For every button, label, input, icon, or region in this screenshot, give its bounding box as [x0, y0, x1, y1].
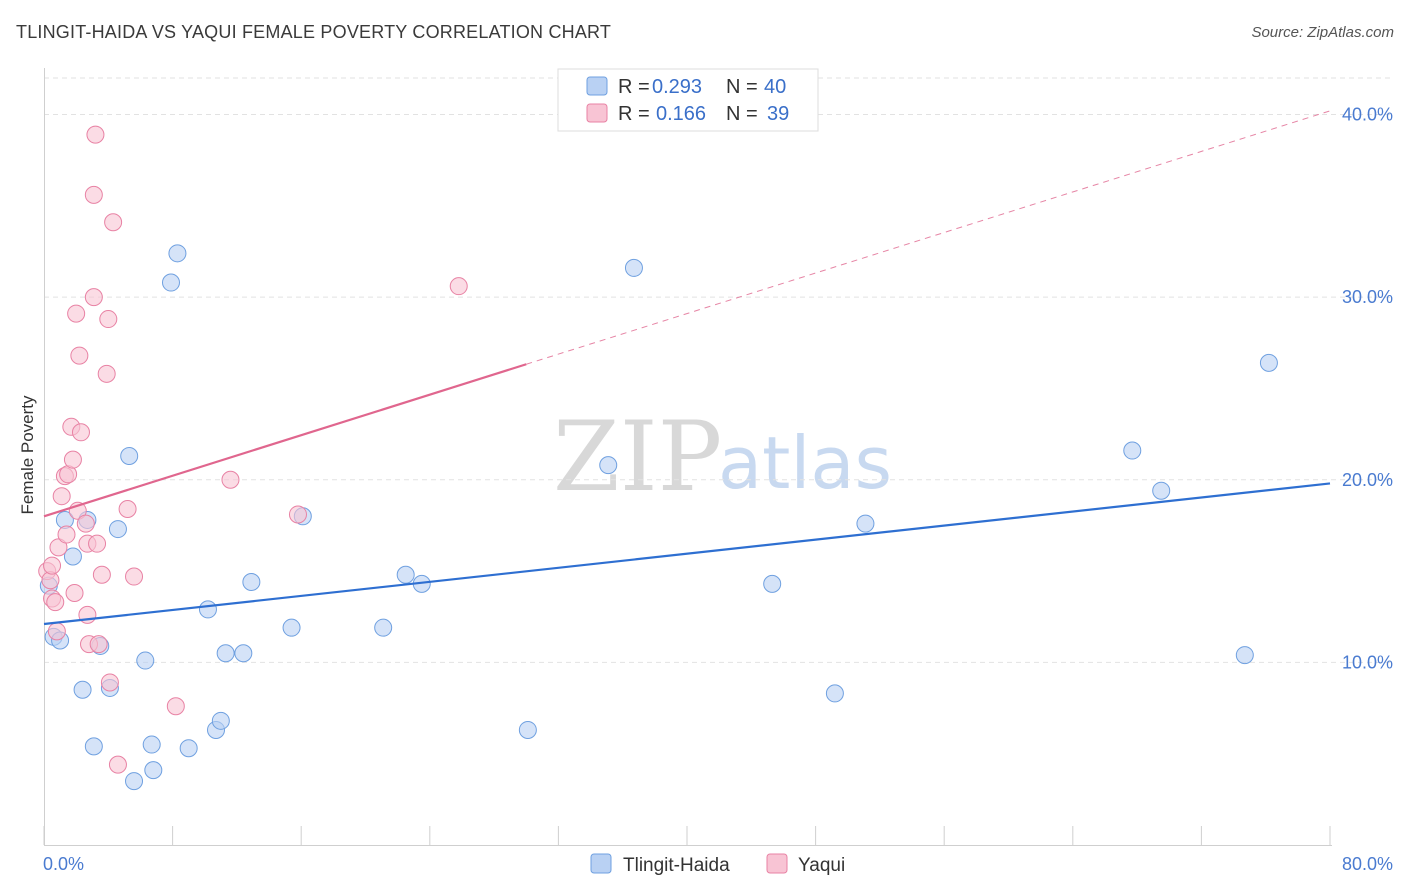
y-tick-labels: 10.0% 20.0% 30.0% 40.0%: [1342, 105, 1393, 673]
watermark-atlas: atlas: [718, 421, 892, 505]
point-tlingit-haida: [856, 514, 875, 533]
stats-legend: R = 0.293 N = 40 R = 0.166 N = 39: [557, 68, 819, 132]
point-yaqui: [125, 567, 144, 586]
trend-line-yaqui: [43, 363, 527, 518]
bottom-legend-swatch-tlingit-haida: [590, 853, 612, 874]
x-ticks: [43, 826, 1331, 845]
y-tick-label: 10.0%: [1342, 652, 1393, 672]
point-yaqui: [70, 346, 89, 365]
point-tlingit-haida: [84, 737, 103, 756]
point-yaqui: [46, 593, 65, 612]
point-yaqui: [71, 423, 90, 442]
point-yaqui: [52, 487, 71, 506]
point-yaqui: [221, 470, 240, 489]
series-legend: Tlingit-Haida Yaqui: [590, 853, 845, 876]
point-tlingit-haida: [211, 711, 230, 730]
point-yaqui: [49, 538, 68, 557]
point-yaqui: [100, 673, 119, 692]
legend-n-value-1: 40: [764, 76, 786, 98]
legend-r-value-2: 0.166: [656, 103, 706, 125]
legend-swatch-tlingit-haida: [586, 76, 608, 96]
point-yaqui: [166, 697, 185, 716]
point-yaqui: [63, 450, 82, 469]
point-tlingit-haida: [179, 739, 198, 758]
point-yaqui: [449, 277, 468, 296]
chart-title: TLINGIT-HAIDA VS YAQUI FEMALE POVERTY CO…: [16, 22, 612, 42]
point-tlingit-haida: [198, 600, 217, 619]
point-tlingit-haida: [108, 520, 127, 539]
point-tlingit-haida: [599, 456, 618, 475]
point-tlingit-haida: [518, 720, 537, 739]
point-tlingit-haida: [144, 761, 163, 780]
point-yaqui: [89, 635, 108, 654]
point-tlingit-haida: [282, 618, 301, 637]
point-tlingit-haida: [763, 574, 782, 593]
point-tlingit-haida: [120, 447, 139, 466]
point-yaqui: [288, 505, 307, 524]
y-tick-label: 40.0%: [1342, 105, 1393, 125]
point-yaqui: [99, 310, 118, 329]
point-yaqui: [67, 304, 86, 323]
point-tlingit-haida: [1123, 441, 1142, 460]
y-tick-label: 30.0%: [1342, 287, 1393, 307]
point-tlingit-haida: [1152, 481, 1171, 500]
legend-r-label-2: R =: [618, 103, 650, 125]
point-yaqui: [86, 125, 105, 144]
point-tlingit-haida: [125, 772, 144, 791]
trend-line-yaqui-extension: [526, 110, 1331, 365]
point-yaqui: [57, 525, 76, 544]
point-yaqui: [88, 534, 107, 553]
y-tick-label: 20.0%: [1342, 470, 1393, 490]
watermark-zip: ZIP: [553, 401, 722, 513]
point-yaqui: [84, 185, 103, 204]
x-tick-label-max: 80.0%: [1342, 854, 1393, 874]
y-axis-title: Female Poverty: [18, 395, 37, 515]
point-tlingit-haida: [234, 644, 253, 663]
point-yaqui: [97, 364, 116, 383]
point-tlingit-haida: [216, 644, 235, 663]
point-yaqui: [47, 622, 66, 641]
source-label: Source: ZipAtlas.com: [1251, 24, 1394, 41]
x-tick-label-min: 0.0%: [43, 854, 84, 874]
point-yaqui: [108, 755, 127, 774]
point-tlingit-haida: [825, 684, 844, 703]
point-tlingit-haida: [242, 573, 261, 592]
point-tlingit-haida: [168, 244, 187, 263]
trend-line-tlingit-haida: [43, 482, 1331, 626]
point-tlingit-haida: [624, 258, 643, 277]
point-tlingit-haida: [161, 273, 180, 292]
point-tlingit-haida: [63, 547, 82, 566]
scatter-points: [38, 125, 1278, 791]
point-tlingit-haida: [136, 651, 155, 670]
trend-lines: [43, 110, 1331, 626]
point-tlingit-haida: [396, 565, 415, 584]
legend-n-label-2: N =: [726, 103, 758, 125]
point-yaqui: [92, 565, 111, 584]
point-tlingit-haida: [1259, 353, 1278, 372]
point-yaqui: [84, 288, 103, 307]
point-yaqui: [104, 213, 123, 232]
legend-n-label-1: N =: [726, 76, 758, 98]
legend-swatch-yaqui: [586, 103, 608, 123]
bottom-legend-label-tlingit-haida: Tlingit-Haida: [623, 855, 730, 876]
point-yaqui: [43, 556, 62, 575]
point-tlingit-haida: [142, 735, 161, 754]
point-tlingit-haida: [1235, 646, 1254, 665]
bottom-legend-label-yaqui: Yaqui: [798, 855, 845, 876]
watermark: ZIP atlas: [553, 401, 892, 513]
legend-r-value-1: 0.293: [652, 76, 702, 98]
point-yaqui: [118, 499, 137, 518]
point-tlingit-haida: [73, 680, 92, 699]
legend-r-label-1: R =: [618, 76, 650, 98]
point-yaqui: [65, 583, 84, 602]
point-tlingit-haida: [374, 618, 393, 637]
point-yaqui: [76, 514, 95, 533]
bottom-legend-swatch-yaqui: [766, 853, 788, 874]
legend-n-value-2: 39: [767, 103, 789, 125]
